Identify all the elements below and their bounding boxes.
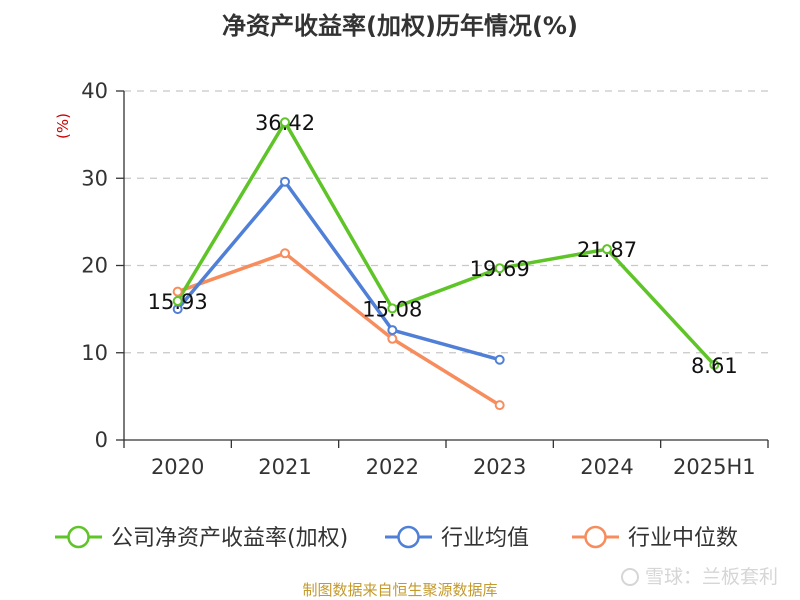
legend: 公司净资产收益率(加权) 行业均值 行业中位数 (55, 525, 738, 551)
tick-labels: 0 10 20 30 40 2020 2021 2022 2023 2024 2025H1 (81, 79, 755, 479)
data-label: 19.69 (470, 257, 530, 281)
data-point (709, 359, 720, 370)
data-label: 21.87 (577, 238, 637, 262)
legend-marker (67, 525, 90, 549)
y-tick-label: 40 (81, 79, 108, 103)
x-tick-label: 2022 (366, 455, 419, 479)
legend-marker (584, 525, 607, 549)
data-point (494, 354, 505, 365)
y-axis-label: (%) (54, 113, 72, 139)
x-tick-label: 2024 (580, 455, 633, 479)
data-point (172, 286, 183, 297)
data-point (280, 117, 290, 128)
gridlines (124, 90, 768, 354)
legend-label: 行业中位数 (628, 526, 738, 551)
x-tick-label: 2025H1 (673, 455, 756, 479)
series-lines (172, 117, 720, 411)
series-line (175, 251, 502, 407)
y-tick-label: 10 (81, 341, 108, 365)
data-label: 15.08 (362, 297, 422, 321)
y-tick-label: 30 (81, 166, 108, 190)
watermark-text: 雪球：兰板套利 (644, 566, 778, 588)
y-tick-label: 0 (95, 428, 108, 452)
data-labels: 15.93 36.42 15.08 19.69 21.87 8.61 (148, 111, 738, 378)
legend-label: 行业均值 (441, 526, 529, 551)
chart-title: 净资产收益率(加权)历年情况(%) (222, 12, 578, 40)
series-line (175, 179, 502, 362)
data-point (387, 325, 398, 336)
legend-label: 公司净资产收益率(加权) (111, 526, 348, 551)
data-point (280, 176, 290, 187)
x-tick-label: 2023 (473, 455, 526, 479)
x-tick-label: 2021 (258, 455, 311, 479)
x-tick-label: 2020 (151, 455, 204, 479)
data-point (387, 333, 398, 344)
data-point (494, 400, 505, 411)
data-label: 8.61 (691, 354, 738, 378)
legend-marker (397, 525, 420, 549)
data-point (280, 248, 290, 259)
watermark: 雪球：兰板套利 (620, 562, 778, 589)
y-tick-label: 20 (81, 254, 108, 278)
series-line (175, 120, 717, 367)
data-point (387, 303, 398, 314)
data-label: 15.93 (148, 290, 208, 314)
data-point (494, 263, 505, 274)
data-point (602, 244, 612, 255)
data-point (172, 296, 183, 307)
snowball-logo-icon (620, 568, 639, 586)
data-label: 36.42 (255, 111, 315, 135)
axes (123, 91, 769, 448)
source-note: 制图数据来自恒生聚源数据库 (302, 581, 497, 599)
